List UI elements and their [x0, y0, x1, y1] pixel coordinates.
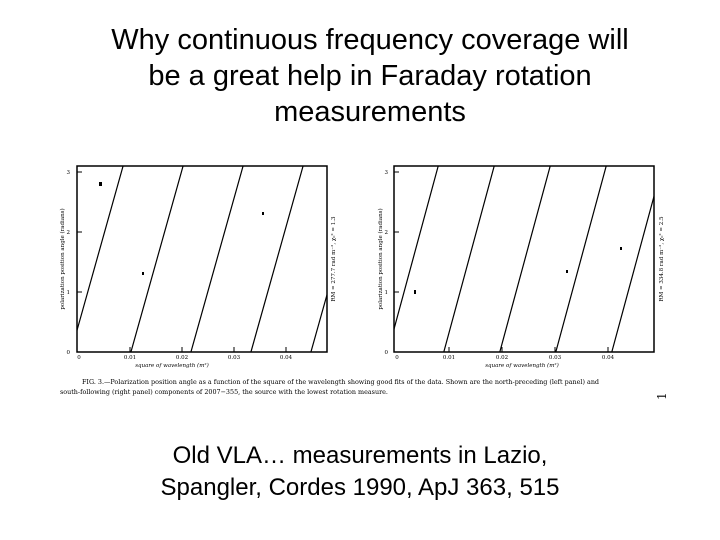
faraday-rotation-figure: 0 1 2 3 0 0.01 0.02 0.03 0.04 square of … [52, 152, 672, 410]
slide-subtitle-line-2: Spangler, Cordes 1990, ApJ 363, 515 [160, 474, 560, 501]
left-xtick-3: 0.03 [228, 355, 241, 361]
right-xtick-3: 0.03 [549, 355, 562, 361]
left-ytick-1: 1 [67, 290, 71, 296]
left-xtick-4: 0.04 [280, 355, 293, 361]
slide-subtitle: Old VLA… measurements in Lazio, Spangler… [90, 440, 630, 504]
slide-title-line-2: be a great help in Faraday rotation [148, 60, 592, 92]
figure-svg: 0 1 2 3 0 0.01 0.02 0.03 0.04 square of … [59, 165, 669, 400]
left-ylabel: polarization position angle (radians) [59, 208, 66, 309]
right-ytick-2: 2 [385, 230, 389, 236]
right-panel-frame [393, 165, 655, 353]
right-ytick-1: 1 [385, 290, 389, 296]
left-ytick-3: 3 [67, 170, 71, 176]
right-xtick-4: 0.04 [602, 355, 615, 361]
right-fit-label: RM = 334.8 rad m⁻², χ₀² = 2.5 [658, 216, 665, 301]
left-xtick-0: 0 [77, 355, 81, 361]
left-ytick-2: 2 [67, 230, 71, 236]
left-xlabel: square of wavelength (m²) [135, 362, 209, 369]
left-panel-data-points [99, 182, 264, 275]
left-panel-fit-lines [77, 166, 327, 352]
right-panel: 0 1 2 3 0 0.01 0.02 0.03 0.04 square of … [377, 165, 665, 369]
left-panel-frame [76, 165, 328, 353]
figure-caption-line-1: FIG. 3.—Polarization position angle as a… [82, 378, 599, 386]
left-fit-label: RM = 277.7 rad m⁻², χ₀² = 1.3 [330, 216, 337, 301]
left-xtick-2: 0.02 [176, 355, 188, 361]
right-ytick-0: 0 [385, 350, 389, 356]
page-number: 1 [655, 392, 669, 400]
right-xtick-2: 0.02 [496, 355, 508, 361]
left-xtick-1: 0.01 [124, 355, 136, 361]
right-panel-fit-lines [394, 166, 654, 352]
left-panel: 0 1 2 3 0 0.01 0.02 0.03 0.04 square of … [59, 165, 337, 369]
right-ylabel: polarization position angle (radians) [377, 208, 384, 309]
figure-caption-line-2: south-following (right panel) components… [60, 388, 388, 396]
slide-subtitle-line-1: Old VLA… measurements in Lazio, [172, 442, 548, 469]
slide-title-line-1: Why continuous frequency coverage will [111, 24, 629, 56]
right-panel-data-points [414, 247, 622, 294]
left-ytick-0: 0 [67, 350, 71, 356]
right-xtick-1: 0.01 [443, 355, 455, 361]
right-xlabel: square of wavelength (m²) [485, 362, 559, 369]
right-xtick-0: 0 [395, 355, 399, 361]
slide-title: Why continuous frequency coverage will b… [60, 22, 680, 130]
right-ytick-3: 3 [385, 170, 389, 176]
slide-title-line-3: measurements [274, 96, 466, 128]
